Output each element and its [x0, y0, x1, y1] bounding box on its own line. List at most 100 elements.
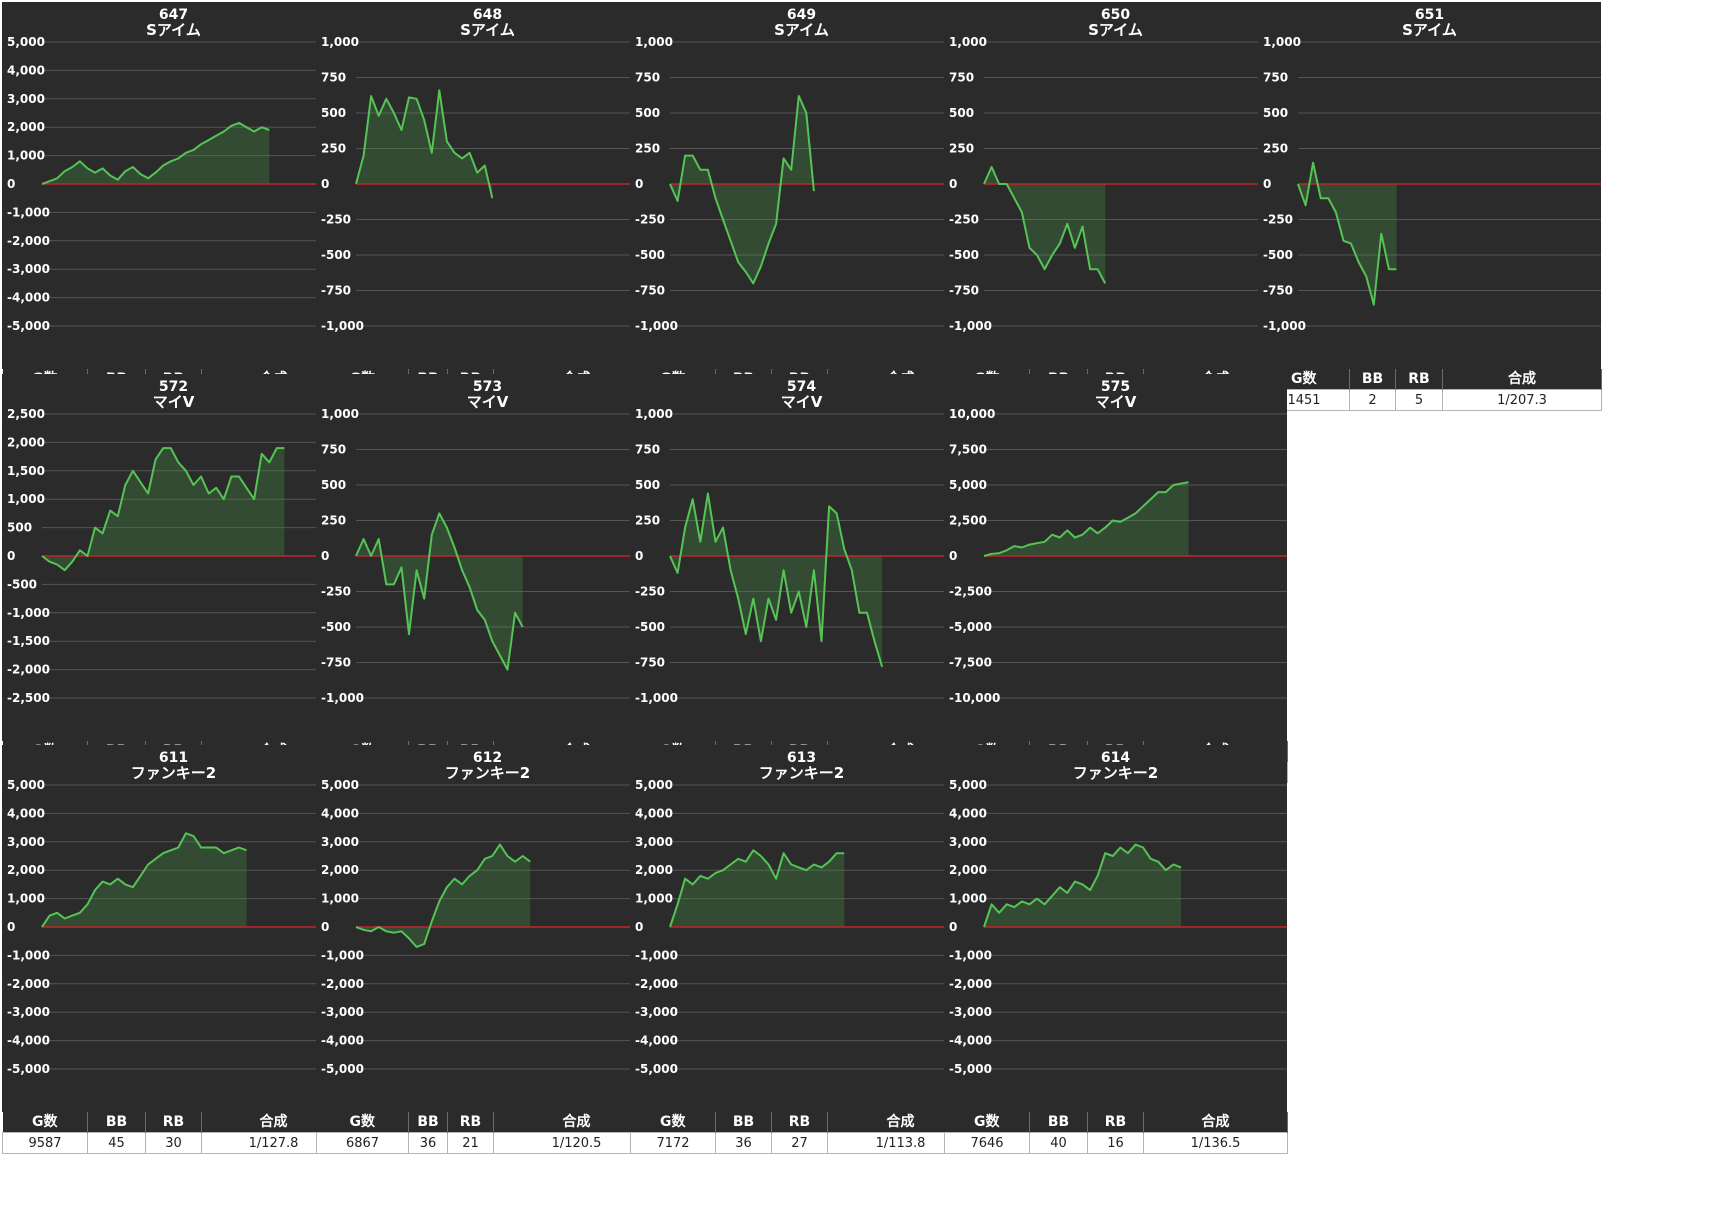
y-tick-label: 10,000 — [949, 407, 995, 421]
machine-name: ファンキー2 — [445, 764, 530, 782]
header-g: G数 — [2, 1112, 88, 1133]
header-bb: BB — [715, 1112, 772, 1133]
series-line — [41, 121, 270, 185]
y-tick-label: 250 — [635, 514, 660, 528]
value-bb: 40 — [1029, 1132, 1088, 1154]
machine-number: 648 — [473, 7, 502, 23]
series-line — [41, 832, 247, 928]
series-area — [984, 482, 1189, 556]
header-bb: BB — [1029, 1112, 1088, 1133]
y-tick-label: -3,000 — [7, 262, 50, 276]
value-bb: 36 — [408, 1132, 448, 1154]
y-tick-label: 250 — [635, 142, 660, 156]
y-tick-label: 5,000 — [321, 778, 359, 792]
series-line — [355, 843, 531, 948]
y-tick-label: -500 — [635, 620, 665, 634]
y-tick-label: -500 — [635, 248, 665, 262]
chart-area: 647 Sアイム 5,000 4,000 3,000 2,000 1,000 0 -1,000 -… — [2, 2, 345, 369]
stats-table: G数 BB RB 合成 9587 45 30 1/127.8 — [2, 1112, 346, 1154]
y-tick-label: 2,000 — [321, 863, 359, 877]
y-tick-label: -250 — [635, 213, 665, 227]
y-tick-label: 0 — [949, 177, 957, 191]
value-gousei: 1/127.8 — [201, 1132, 346, 1154]
y-tick-label: -500 — [321, 620, 351, 634]
y-tick-label: 1,000 — [7, 892, 45, 906]
series-line — [41, 447, 285, 572]
y-tick-label: -500 — [321, 248, 351, 262]
series-area — [356, 90, 493, 199]
y-tick-label: 2,000 — [7, 863, 45, 877]
y-tick-label: 3,000 — [949, 835, 987, 849]
machine-name: マイV — [1095, 393, 1137, 411]
y-tick-label: -500 — [949, 248, 979, 262]
y-tick-label: 250 — [1263, 142, 1288, 156]
y-tick-label: -10,000 — [949, 691, 1000, 705]
y-tick-label: -750 — [1263, 284, 1293, 298]
y-tick-label: -3,000 — [7, 1005, 50, 1019]
y-tick-label: -2,000 — [321, 977, 364, 991]
y-tick-label: 2,000 — [7, 435, 45, 449]
y-tick-label: 4,000 — [949, 806, 987, 820]
series-line — [1297, 161, 1397, 306]
y-tick-label: -4,000 — [635, 1034, 678, 1048]
y-tick-label: -750 — [321, 284, 351, 298]
series-area — [42, 833, 247, 927]
y-tick-label: 750 — [635, 71, 660, 85]
machine-name: Sアイム — [146, 21, 201, 39]
y-tick-label: 5,000 — [949, 478, 987, 492]
chart-area: 574 マイV 1,000 750 500 250 0 -250 -500 -750 -1,000 — [630, 374, 973, 741]
y-tick-label: 4,000 — [7, 806, 45, 820]
y-tick-label: -3,000 — [949, 1005, 992, 1019]
header-rb: RB — [145, 1112, 202, 1133]
y-tick-label: -500 — [1263, 248, 1293, 262]
y-tick-label: 750 — [321, 443, 346, 457]
value-bb: 45 — [87, 1132, 146, 1154]
y-tick-label: -1,000 — [7, 205, 50, 219]
y-tick-label: 0 — [1263, 177, 1271, 191]
machine-name: ファンキー2 — [131, 764, 216, 782]
machine-name: Sアイム — [460, 21, 515, 39]
y-tick-label: 1,000 — [1263, 35, 1301, 49]
series-line — [983, 166, 1107, 284]
y-tick-label: -250 — [321, 585, 351, 599]
y-tick-label: -1,000 — [321, 691, 364, 705]
value-g: 9587 — [2, 1132, 88, 1154]
machine-number: 647 — [159, 7, 188, 23]
value-rb: 30 — [145, 1132, 202, 1154]
header-bb: BB — [1349, 369, 1396, 390]
machine-number: 573 — [473, 379, 502, 395]
y-tick-label: 3,000 — [7, 835, 45, 849]
y-tick-label: -2,500 — [949, 585, 992, 599]
header-bb: BB — [87, 1112, 146, 1133]
y-tick-label: -2,000 — [635, 977, 678, 991]
y-tick-label: -750 — [635, 284, 665, 298]
y-tick-label: 3,000 — [321, 835, 359, 849]
value-rb: 21 — [447, 1132, 494, 1154]
machine-name: マイV — [781, 393, 823, 411]
y-tick-label: 0 — [321, 177, 329, 191]
y-tick-label: -2,000 — [7, 234, 50, 248]
y-tick-label: -5,000 — [7, 1062, 50, 1076]
value-gousei: 1/113.8 — [827, 1132, 974, 1154]
header-gousei: 合成 — [1442, 369, 1602, 390]
y-tick-label: -250 — [321, 213, 351, 227]
y-tick-label: -2,000 — [7, 977, 50, 991]
y-tick-label: -1,000 — [321, 948, 364, 962]
y-tick-label: 1,000 — [949, 892, 987, 906]
y-tick-label: 0 — [949, 920, 957, 934]
y-tick-label: -2,000 — [949, 977, 992, 991]
series-area — [670, 850, 845, 927]
y-tick-label: 4,000 — [321, 806, 359, 820]
y-tick-label: -250 — [949, 213, 979, 227]
chart-area: 572 マイV 2,500 2,000 1,500 1,000 500 0 -500 -1,000… — [2, 374, 345, 741]
series-line — [669, 492, 884, 668]
value-gousei: 1/136.5 — [1143, 1132, 1288, 1154]
y-tick-label: 5,000 — [7, 778, 45, 792]
chart-area: 575 マイV 10,000 7,500 5,000 2,500 0 -2,500 -5,000… — [944, 374, 1287, 741]
